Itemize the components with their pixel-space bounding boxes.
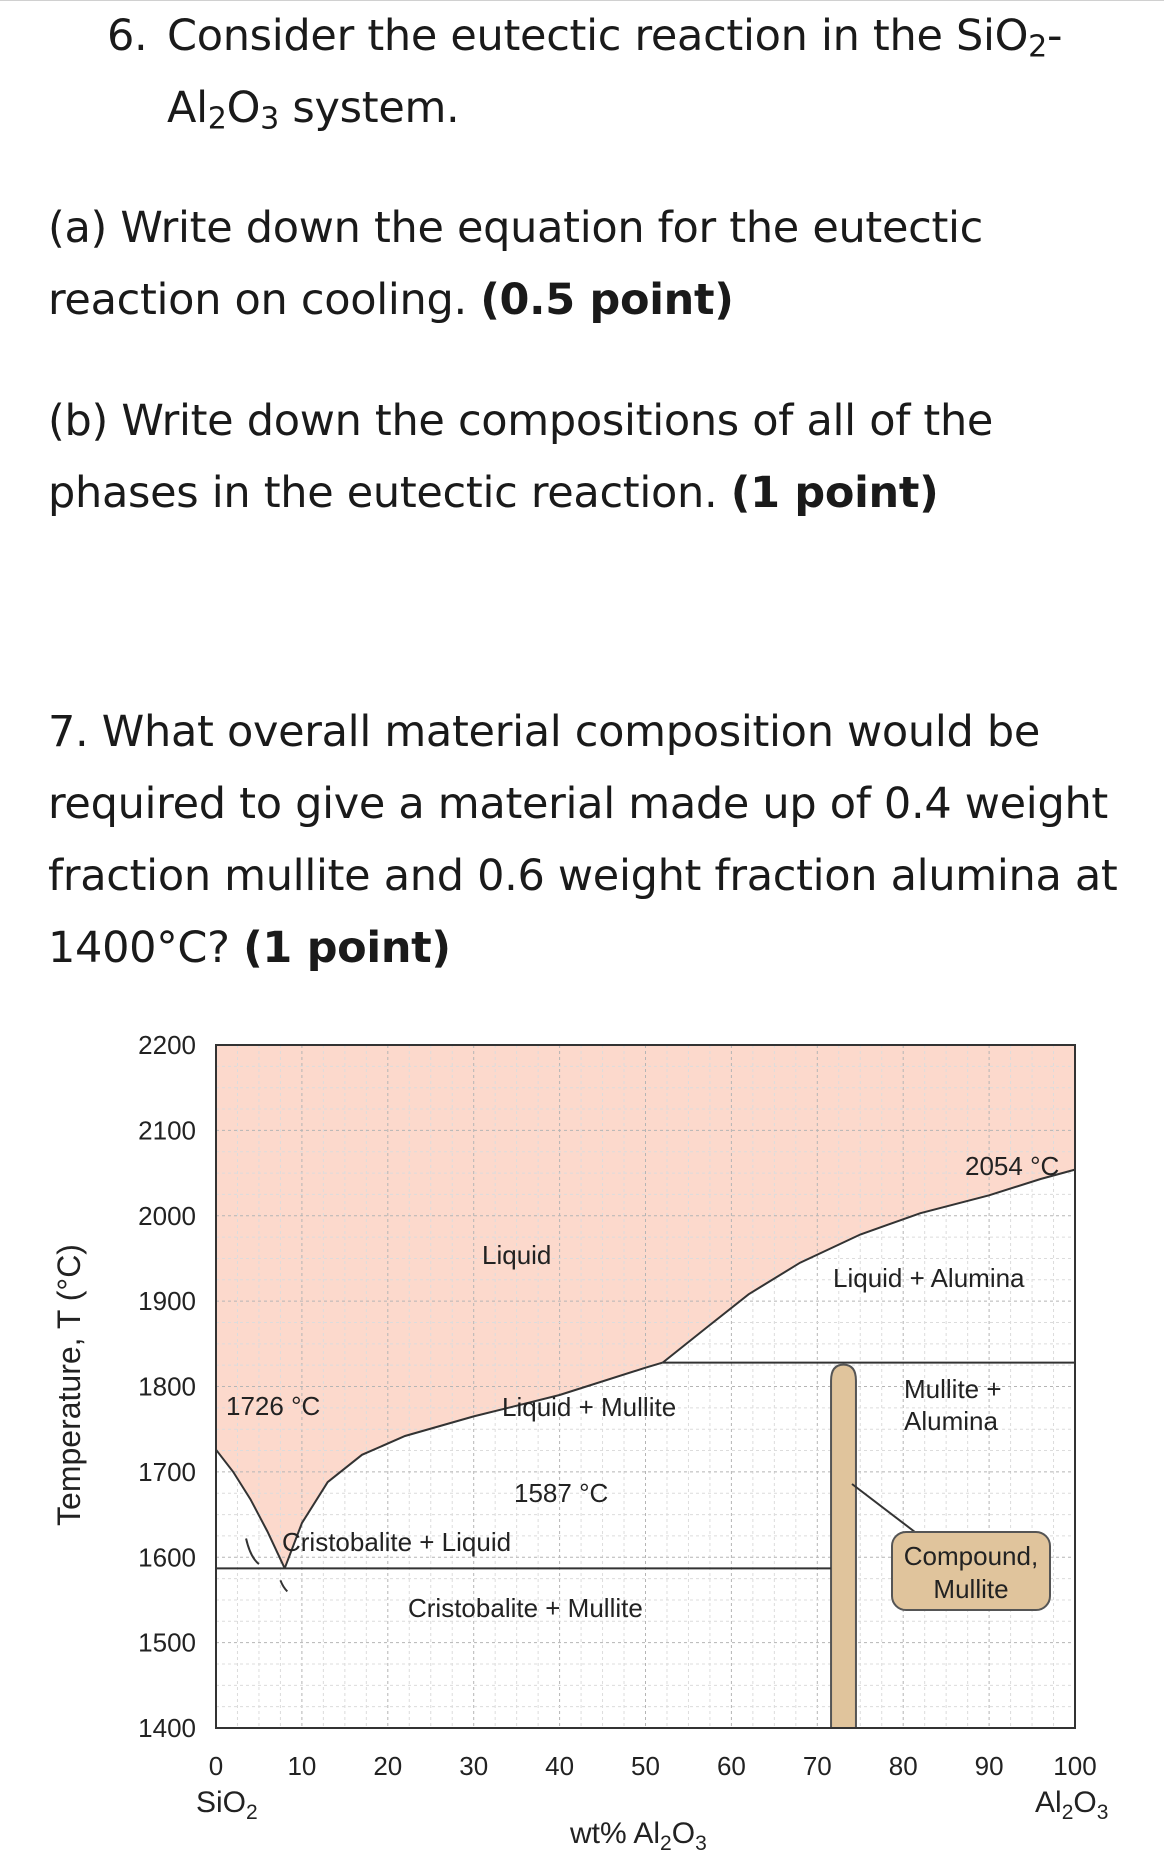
question-7: 7. What overall material composition wou… xyxy=(48,696,1118,984)
x-tick-label: 60 xyxy=(717,1751,746,1781)
y-tick-label: 1500 xyxy=(138,1628,196,1658)
x-tick-label: 80 xyxy=(889,1751,918,1781)
y-axis-label: Temperature, T (°C) xyxy=(51,1244,87,1526)
question-6a-line1: (a) Write down the equation for the eute… xyxy=(48,203,984,253)
label-cristobalite-liquid: Cristobalite + Liquid xyxy=(282,1527,511,1557)
question-6b-line1: (b) Write down the compositions of all o… xyxy=(48,396,994,446)
label-liquid-mullite: Liquid + Mullite xyxy=(502,1392,676,1422)
y-tick-label: 2100 xyxy=(138,1115,196,1145)
label-cristobalite-mullite: Cristobalite + Mullite xyxy=(408,1593,643,1623)
left-end-label: SiO2 xyxy=(196,1786,258,1824)
label-compound-1: Compound, xyxy=(904,1541,1038,1571)
y-tick-label: 2200 xyxy=(138,1030,196,1060)
liquidus-mullite xyxy=(283,1361,663,1569)
liquidus-cristobalite xyxy=(215,1449,286,1569)
top-divider xyxy=(0,0,1164,1)
label-t-sio2-melt: 1726 °C xyxy=(226,1391,320,1421)
label-pointer-tick xyxy=(279,1579,289,1593)
question-6a: (a) Write down the equation for the eute… xyxy=(48,192,983,336)
question-7-line2: required to give a material made up of 0… xyxy=(48,779,1108,829)
compound-callout-box xyxy=(891,1531,1051,1611)
chart-grid xyxy=(216,1045,1075,1728)
question-7-points: (1 point) xyxy=(243,923,451,973)
y-tick-label: 1900 xyxy=(138,1286,196,1316)
x-axis-ticks: 0 10 20 30 40 50 60 70 80 90 100 xyxy=(209,1751,1097,1781)
question-7-line1: 7. What overall material composition wou… xyxy=(48,707,1041,757)
label-mullite-alumina-1: Mullite + xyxy=(904,1374,1002,1404)
y-tick-label: 1600 xyxy=(138,1542,196,1572)
x-tick-label: 20 xyxy=(373,1751,402,1781)
x-tick-label: 30 xyxy=(459,1751,488,1781)
x-tick-label: 0 xyxy=(209,1751,223,1781)
plot-frame xyxy=(215,1044,1076,1729)
question-7-line4: 1400°C? xyxy=(48,923,230,973)
x-tick-label: 90 xyxy=(975,1751,1004,1781)
y-tick-label: 1400 xyxy=(138,1713,196,1743)
x-tick-label: 100 xyxy=(1053,1751,1096,1781)
liquid-region xyxy=(216,1045,1075,1569)
question-6b-line2: phases in the eutectic reaction. xyxy=(48,468,718,518)
y-tick-label: 1800 xyxy=(138,1372,196,1402)
y-axis-ticks: 2200 2100 2000 1900 1800 1700 1600 1500 1400 xyxy=(138,1030,196,1743)
right-end-label: Al2O3 xyxy=(1035,1786,1108,1824)
x-tick-label: 50 xyxy=(631,1751,660,1781)
label-t-eutectic: 1587 °C xyxy=(514,1478,608,1508)
x-tick-label: 70 xyxy=(803,1751,832,1781)
phase-boundaries xyxy=(215,1168,1076,1593)
label-pointer-tick xyxy=(245,1538,260,1565)
x-axis-label: wt% Al2O3 xyxy=(569,1817,707,1852)
question-6-number: 6. xyxy=(107,11,148,61)
question-6: 6. Consider the eutectic reaction in the … xyxy=(107,0,1063,144)
question-6b-points: (1 point) xyxy=(730,468,939,518)
phase-diagram-chart: 2200 2100 2000 1900 1800 1700 1600 1500 1400 0 10… xyxy=(51,1030,1108,1852)
y-tick-label: 2000 xyxy=(138,1201,196,1231)
label-liquid: Liquid xyxy=(482,1240,551,1270)
label-mullite-alumina-2: Alumina xyxy=(904,1406,998,1436)
question-6a-points: (0.5 point) xyxy=(480,275,734,325)
label-t-al2o3-melt: 2054 °C xyxy=(965,1151,1059,1181)
question-6-line2: Al2O3 system. xyxy=(167,83,460,137)
y-tick-label: 1700 xyxy=(138,1457,196,1487)
x-tick-label: 10 xyxy=(287,1751,316,1781)
question-6b: (b) Write down the compositions of all o… xyxy=(48,385,993,529)
label-compound-2: Mullite xyxy=(933,1574,1008,1604)
x-tick-label: 40 xyxy=(545,1751,574,1781)
question-6a-line2: reaction on cooling. xyxy=(48,275,467,325)
label-liquid-alumina: Liquid + Alumina xyxy=(833,1263,1025,1293)
liquidus-alumina xyxy=(662,1168,1076,1364)
question-7-line3: fraction mullite and 0.6 weight fraction… xyxy=(48,851,1118,901)
mullite-compound-band xyxy=(830,1363,857,1729)
question-6-line1: Consider the eutectic reaction in the Si… xyxy=(167,11,1063,65)
